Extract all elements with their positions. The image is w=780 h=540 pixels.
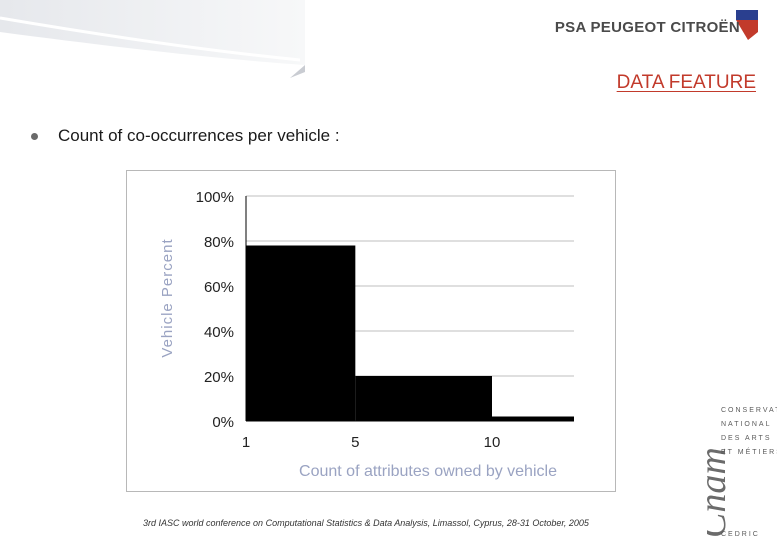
bullet-text: Count of co-occurrences per vehicle : bbox=[58, 126, 340, 145]
cnam-logo: Cnam CONSERVATOIRE NATIONAL DES ARTS ET MÉT… bbox=[707, 407, 777, 538]
histogram-chart: 0% 20% 40% 60% 80% 100% 1 5 10 Count of attribute… bbox=[159, 189, 574, 480]
cnam-lines: CONSERVATOIRE NATIONAL DES ARTS ET MÉTIERS C… bbox=[721, 407, 777, 538]
y-tick-label: 80% bbox=[204, 234, 234, 251]
histogram-bar bbox=[355, 376, 492, 421]
cnam-brand-text: Cnam bbox=[707, 447, 734, 538]
brand-mark-icon bbox=[736, 10, 758, 40]
y-tick-label: 100% bbox=[196, 189, 234, 206]
section-title: DATA FEATURE bbox=[616, 72, 756, 93]
cnam-line-text: NATIONAL bbox=[721, 421, 772, 428]
x-tick-label: 1 bbox=[242, 434, 250, 451]
x-tick-label: 5 bbox=[351, 434, 359, 451]
cnam-line-text: ET MÉTIERS bbox=[721, 447, 777, 456]
header-band bbox=[0, 0, 305, 78]
histogram-bar bbox=[492, 416, 574, 421]
cnam-line-text: CEDRIC bbox=[721, 531, 760, 538]
cnam-line-text: CONSERVATOIRE bbox=[721, 407, 777, 414]
bullet-icon bbox=[31, 133, 38, 140]
y-tick-label: 0% bbox=[212, 414, 234, 431]
chart-frame bbox=[126, 170, 616, 492]
brand-logo: PSA PEUGEOT CITROËN bbox=[554, 19, 740, 36]
y-tick-label: 60% bbox=[204, 279, 234, 296]
y-tick-label: 40% bbox=[204, 324, 234, 341]
cnam-line-text: DES ARTS bbox=[721, 435, 772, 442]
x-tick-label: 10 bbox=[484, 434, 501, 451]
histogram-bar bbox=[246, 245, 356, 421]
footer-text: 3rd IASC world conference on Computation… bbox=[143, 518, 589, 528]
y-axis-title: Vehicle Percent bbox=[159, 238, 176, 357]
x-axis-title: Count of attributes owned by vehicle bbox=[299, 463, 557, 480]
y-tick-label: 20% bbox=[204, 369, 234, 386]
